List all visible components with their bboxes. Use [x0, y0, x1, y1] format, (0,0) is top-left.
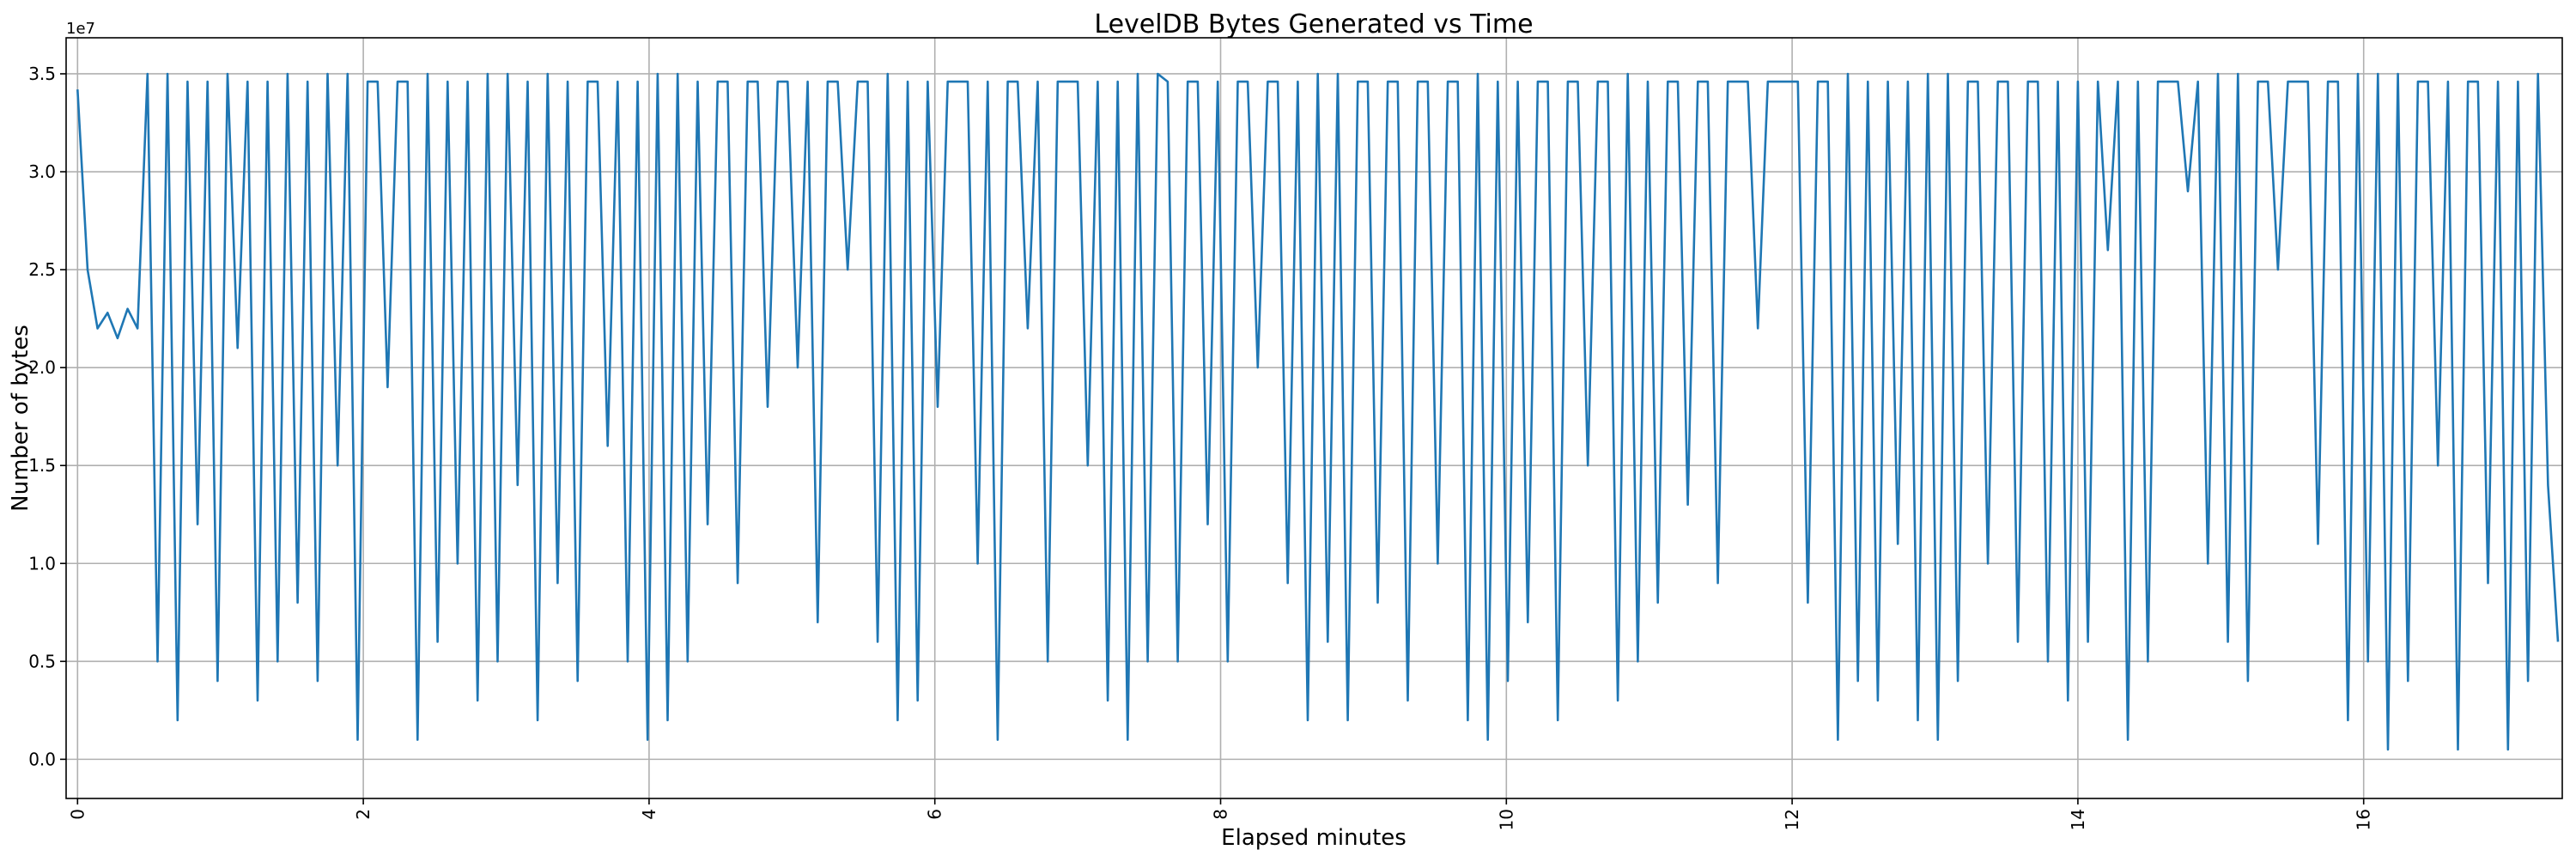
axis-ticks: 0 2 4 6 8 10 12 14 16 0.0 0.5 1.0 1.5 2.0 2.5 3.0 3.5 — [28, 64, 2374, 830]
y-tick-label: 0.5 — [28, 651, 56, 671]
y-tick-label: 1.0 — [28, 553, 56, 574]
y-tick-label: 2.0 — [28, 357, 56, 378]
x-tick-label: 10 — [1496, 809, 1516, 830]
x-tick-label: 14 — [2068, 809, 2088, 830]
plot-frame — [65, 37, 2563, 799]
chart-title: LevelDB Bytes Generated vs Time — [1094, 9, 1533, 39]
y-tick-label: 3.0 — [28, 161, 56, 182]
y-axis-label: Number of bytes — [8, 325, 33, 512]
x-tick-label: 12 — [1782, 809, 1802, 830]
y-tick-label: 0.0 — [28, 749, 56, 769]
x-tick-label: 6 — [925, 809, 945, 820]
x-tick-label: 4 — [639, 809, 659, 820]
x-tick-label: 2 — [353, 809, 374, 820]
y-offset-label: 1e7 — [66, 20, 95, 38]
plot-area — [76, 72, 2560, 751]
x-axis-label: Elapsed minutes — [1221, 825, 1406, 851]
y-tick-label: 3.5 — [28, 64, 56, 84]
x-tick-label: 8 — [1211, 809, 1231, 820]
series-line-bytes — [76, 72, 2560, 751]
x-tick-label: 0 — [67, 809, 88, 820]
x-tick-label: 16 — [2354, 809, 2374, 830]
y-tick-label: 1.5 — [28, 455, 56, 476]
y-tick-label: 2.5 — [28, 259, 56, 280]
